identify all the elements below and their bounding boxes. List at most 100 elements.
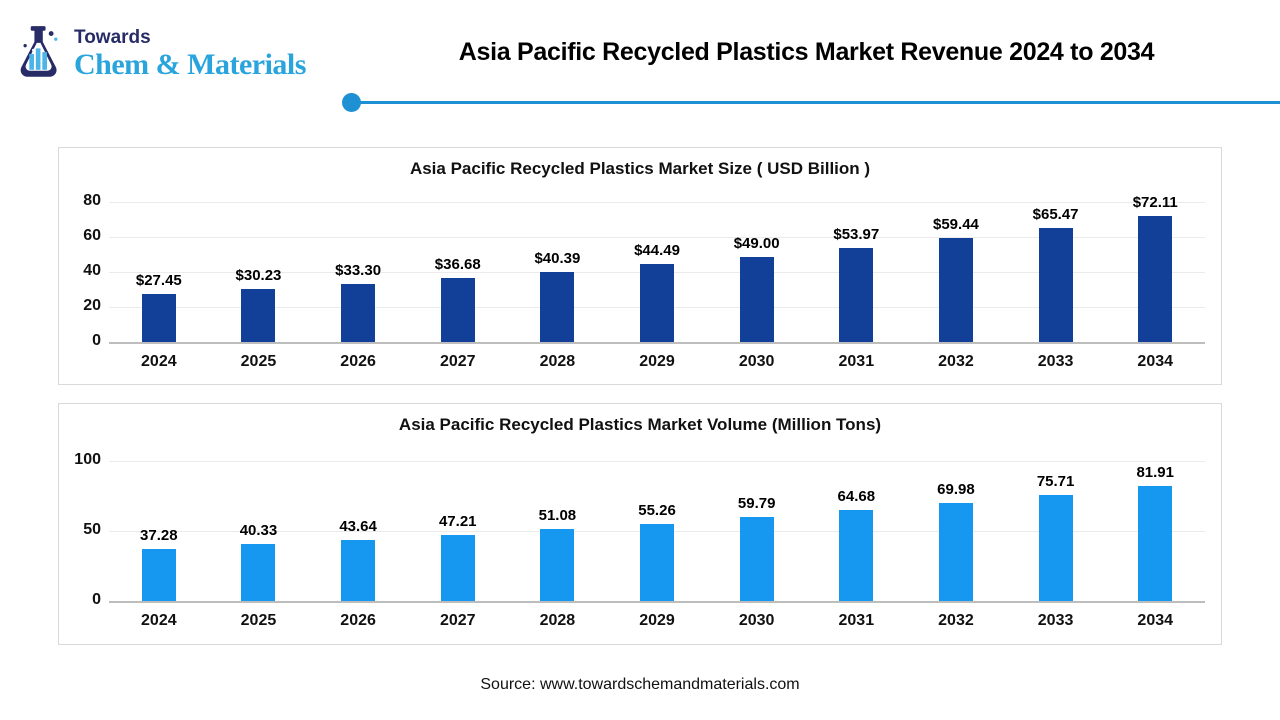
bar [141, 294, 176, 342]
bar-slot: $44.49 [607, 242, 707, 342]
x-axis-label: 2025 [240, 353, 277, 370]
bar-slot: $65.47 [1006, 206, 1106, 342]
x-axis-label: 2026 [340, 612, 376, 629]
bar-slot: 37.28 [109, 527, 209, 601]
market-size-chart: Asia Pacific Recycled Plastics Market Si… [58, 147, 1222, 385]
x-axis-label: 2024 [141, 353, 177, 370]
gridline [109, 202, 1205, 204]
x-axis-label: 2024 [141, 612, 177, 629]
bar-slot: $53.97 [806, 226, 906, 342]
plot-area: 37.28 40.33 43.64 47.21 51.08 55.26 59.79 64.68… [74, 451, 1205, 608]
bar-value-label: 59.79 [737, 495, 776, 513]
x-axis-label: 2032 [938, 612, 974, 629]
bar [739, 256, 774, 342]
bar [739, 517, 774, 601]
bar-slot: $40.39 [508, 250, 608, 342]
bar [1038, 494, 1073, 601]
bar-value-label: $33.30 [335, 261, 382, 279]
bar-slot: $27.45 [109, 272, 209, 342]
bar [241, 289, 276, 342]
x-axis-label: 2034 [1137, 353, 1174, 370]
x-axis-label: 2027 [439, 612, 476, 629]
bar [1138, 216, 1173, 342]
bar [341, 283, 376, 342]
bar [1038, 227, 1073, 342]
bar-slot: 81.91 [1105, 464, 1205, 601]
x-axis-label: 2032 [938, 353, 974, 370]
bar-value-label: 81.91 [1136, 464, 1174, 482]
chart-title: Asia Pacific Recycled Plastics Market Vo… [398, 415, 882, 434]
bar-value-label: $49.00 [733, 234, 780, 252]
bars-container: 37.28 40.33 43.64 47.21 51.08 55.26 59.79 64.68… [109, 451, 1205, 601]
bar-slot: 55.26 [607, 502, 707, 601]
bar-slot: $30.23 [209, 267, 309, 342]
chart-title: Asia Pacific Recycled Plastics Market Si… [409, 159, 871, 178]
x-axis-label: 2031 [838, 353, 875, 370]
plot-area: $27.45 $30.23 $33.30 $36.68 $40.39 $44.49 $49.… [83, 192, 1205, 349]
bar [839, 247, 874, 342]
bar [1138, 486, 1173, 601]
bar-value-label: 43.64 [339, 517, 377, 535]
bar [640, 264, 675, 342]
x-axis-label: 2033 [1037, 353, 1074, 370]
bar [540, 529, 575, 601]
x-axis-label: 2031 [838, 612, 875, 629]
bar-value-label: 40.33 [239, 522, 278, 540]
bar-value-label: 55.26 [638, 501, 676, 519]
bar-value-label: $72.11 [1132, 194, 1178, 212]
bar-value-label: 64.68 [837, 488, 876, 506]
x-axis-label: 2025 [240, 612, 277, 629]
x-axis-label: 2029 [639, 353, 675, 370]
x-axis-label: 2029 [639, 612, 675, 629]
x-axis-label: 2027 [439, 353, 476, 370]
bar-slot: $49.00 [707, 235, 807, 342]
bar-value-label: $40.39 [534, 249, 581, 267]
market-volume-chart: Asia Pacific Recycled Plastics Market Vo… [58, 403, 1222, 645]
x-axis: 2024 2025 2026 2027 2028 2029 2030 2031 2032 2033… [109, 353, 1205, 371]
x-axis-label: 2033 [1037, 612, 1074, 629]
gridline [109, 460, 1205, 462]
bar-value-label: 51.08 [538, 507, 577, 525]
x-axis-label: 2030 [738, 353, 775, 370]
bar-value-label: 37.28 [140, 526, 178, 544]
y-axis-label: 0 [92, 591, 101, 608]
y-axis-label: 60 [83, 227, 101, 245]
y-axis-label: 100 [74, 450, 101, 468]
x-axis-label: 2034 [1137, 612, 1174, 629]
bar-slot: 51.08 [508, 507, 608, 601]
y-axis-label: 40 [83, 262, 101, 280]
bars-container: $27.45 $30.23 $33.30 $36.68 $40.39 $44.49 $49.… [109, 192, 1205, 342]
x-axis-label: 2026 [340, 353, 376, 370]
bar-value-label: $44.49 [634, 242, 680, 260]
y-axis-label: 50 [83, 520, 101, 538]
bar [141, 548, 176, 601]
bar-slot: 59.79 [707, 495, 807, 601]
source-attribution: Source: www.towardschemandmaterials.com [480, 676, 800, 693]
bar [540, 271, 575, 342]
bar [938, 238, 973, 342]
bar-slot: 69.98 [906, 481, 1006, 601]
bar-slot: $36.68 [408, 256, 508, 342]
bar-slot: 64.68 [806, 488, 906, 601]
bar [241, 544, 276, 601]
bar-value-label: 75.71 [1036, 472, 1075, 490]
brand-logo: Towards Chem & Materials [14, 24, 306, 84]
x-axis-label: 2030 [738, 612, 775, 629]
y-axis-label: 20 [83, 297, 101, 315]
divider-dot [342, 93, 361, 112]
logo-text-chem-materials: Chem & Materials [74, 48, 306, 81]
logo-text-towards: Towards [74, 27, 151, 48]
bar [938, 502, 973, 601]
x-axis: 2024 2025 2026 2027 2028 2029 2030 2031 2032 2033… [109, 612, 1205, 630]
gridline [109, 237, 1205, 239]
bar-value-label: $53.97 [833, 225, 880, 243]
divider-line [353, 101, 1280, 104]
x-axis-label: 2028 [539, 612, 576, 629]
y-axis-label: 0 [92, 332, 101, 349]
bar [440, 534, 475, 601]
bar-slot: 47.21 [408, 513, 508, 601]
bar-value-label: $65.47 [1032, 205, 1079, 223]
bar-slot: $72.11 [1105, 194, 1205, 342]
bar [839, 510, 874, 601]
bar [341, 539, 376, 601]
